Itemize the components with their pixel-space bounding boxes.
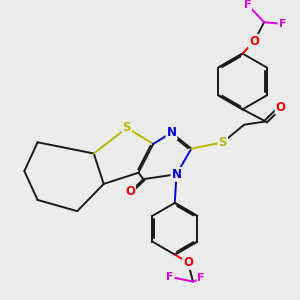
Text: F: F [166, 272, 174, 282]
Text: F: F [197, 273, 205, 284]
Text: O: O [276, 100, 286, 114]
Text: N: N [167, 126, 176, 139]
Text: S: S [123, 122, 131, 134]
Text: S: S [218, 136, 227, 149]
Text: F: F [244, 0, 251, 10]
Text: F: F [278, 19, 286, 29]
Text: N: N [172, 168, 182, 181]
Text: O: O [249, 35, 259, 48]
Text: O: O [183, 256, 193, 269]
Text: O: O [125, 185, 135, 198]
